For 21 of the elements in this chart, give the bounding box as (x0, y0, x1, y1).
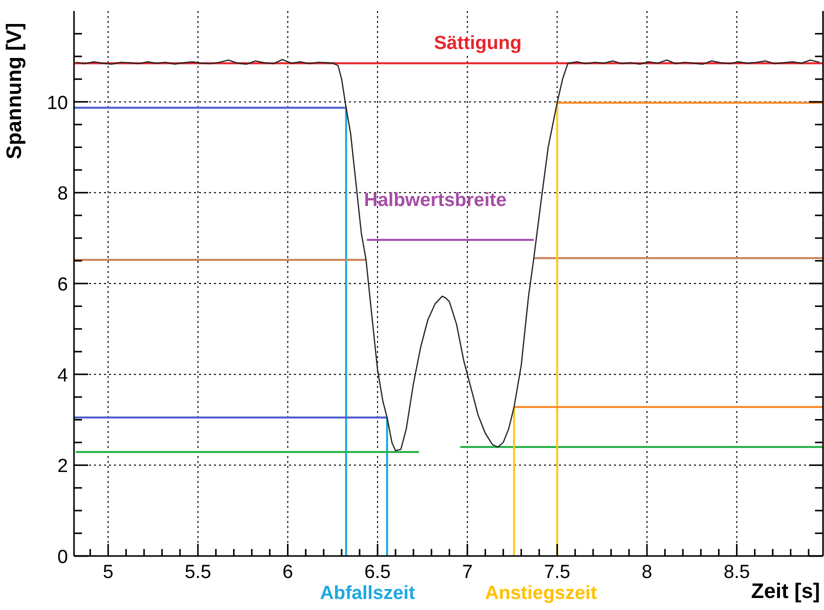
y-tick-label: 10 (46, 92, 68, 114)
x-tick-label: 6 (282, 562, 294, 583)
x-tick-label: 5.5 (184, 562, 212, 583)
x-tick-label: 6.5 (364, 562, 391, 583)
y-tick-label: 2 (57, 456, 68, 478)
y-tick-label: 0 (57, 547, 68, 568)
x-tick-label: 8.5 (724, 562, 750, 583)
text: Abfallszeit (319, 583, 416, 605)
y-axis-title: Spannung [V] (3, 22, 27, 160)
x-tick-label: 8 (642, 562, 652, 583)
annotation: Halbwertsbreite (363, 190, 508, 212)
y-tick-label: 8 (57, 184, 68, 205)
text: Anstiegszeit (484, 583, 598, 605)
y-tick-label: 6 (57, 274, 68, 296)
y-tick-label: 4 (57, 365, 68, 386)
annotation: Sättigung (432, 33, 524, 55)
x-axis-title: Zeit [s] (751, 580, 820, 604)
x-tick-label: 5 (102, 562, 114, 583)
x-tick-label: 7 (462, 562, 473, 583)
x-tick-label: 7.5 (544, 562, 570, 583)
line-series (75, 58, 820, 452)
